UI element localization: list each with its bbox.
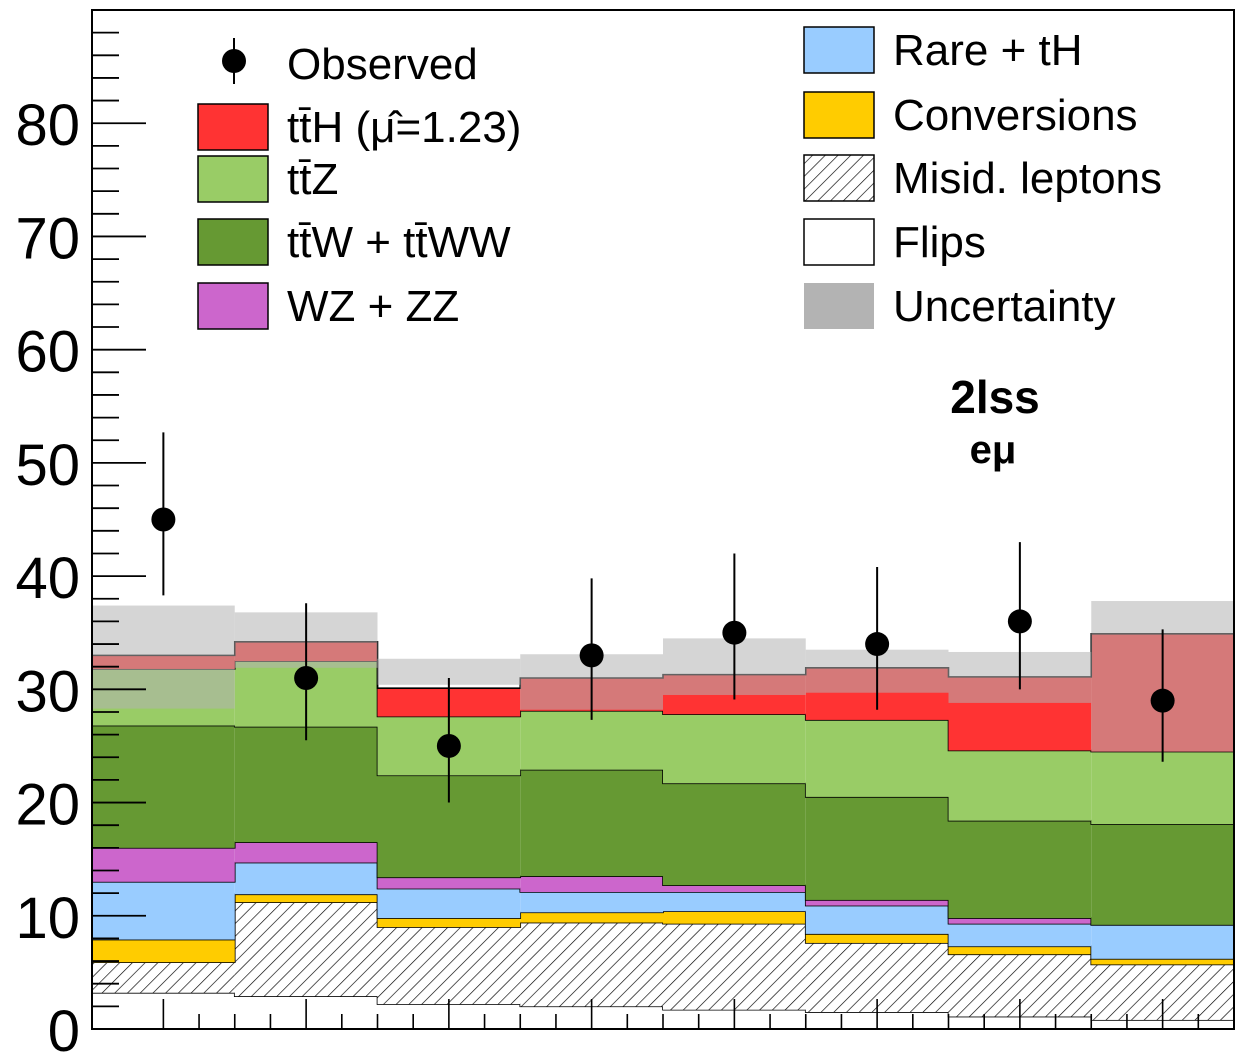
observed-point-bin-2 [294,666,319,691]
legend-rare-swatch [803,26,875,74]
bar-rare-bin-8 [1091,924,1234,959]
bar-wz-bin-1 [92,847,235,882]
bar-conversions-bin-7 [948,946,1092,955]
y-tick-label-60: 60 [15,320,80,385]
bar-wz-bin-4 [520,876,663,893]
bar-wz-bin-5 [663,885,806,893]
uncertainty-layer [92,601,1234,752]
observed-point-bin-8 [1150,688,1175,713]
bar-ttz-bin-7 [948,750,1092,821]
y-tick-label-70: 70 [15,206,80,271]
y-tick-label-50: 50 [15,433,80,498]
y-tick-label-40: 40 [15,546,80,611]
bar-wz-bin-6 [805,899,949,906]
legend-flips-swatch [803,218,875,266]
bar-ttw-bin-5 [663,783,806,886]
annotation: 2lss eμ [950,371,1040,472]
observed-layer [151,432,1175,803]
bar-ttw-bin-4 [520,769,663,877]
bar-ttw-bin-1 [92,725,235,848]
legend: Observed tt̄H (μ̂=1.23)tt̄Z tt̄W + tt̄WW WZ… [197,26,1162,331]
uncertainty-band-bin-1 [92,605,235,709]
legend-rare-label: Rare + tH [893,26,1083,75]
observed-point-bin-1 [151,507,176,532]
annotation-channel: 2lss [950,371,1040,423]
legend-misid-label: Misid. leptons [893,154,1162,203]
y-tick-label-30: 30 [15,659,80,724]
bar-ttw-bin-7 [948,820,1092,919]
observed-point-bin-6 [865,632,890,657]
bar-conversions-bin-2 [234,894,378,903]
legend-ttz-label: tt̄Z [287,155,338,204]
bar-wz-bin-7 [948,918,1092,924]
legend-observed-marker [222,49,246,73]
bar-misid-bin-5 [663,923,806,1010]
legend-uncertainty-swatch [804,283,874,329]
observed-point-bin-5 [722,620,747,645]
bar-misid-bin-1 [92,962,235,993]
bar-misid-bin-3 [377,927,521,1005]
bar-conversions-bin-4 [520,912,663,923]
bar-misid-bin-2 [234,902,378,997]
bar-conversions-bin-1 [92,939,235,963]
bar-ttz-bin-4 [520,710,663,770]
legend-conversions-label: Conversions [893,91,1138,140]
bar-rare-bin-2 [234,862,378,895]
bar-rare-bin-1 [92,881,235,940]
observed-point-bin-3 [436,733,461,758]
y-tick-label-20: 20 [15,773,80,838]
legend-misid-swatch [803,154,875,202]
bar-conversions-bin-3 [377,918,521,928]
legend-tth-swatch [197,103,269,151]
legend-ttz-swatch [197,155,269,203]
legend-ttw-label: tt̄W + tt̄WW [287,218,511,267]
y-tick-label-80: 80 [15,93,80,158]
y-tick-label-10: 10 [15,886,80,951]
bar-conversions-bin-6 [805,933,949,943]
bar-rare-bin-5 [663,892,806,912]
legend-flips-label: Flips [893,218,986,267]
legend-ttw-swatch [197,218,269,266]
bar-ttz-bin-6 [805,719,949,797]
bar-conversions-bin-8 [1091,958,1234,965]
observed-point-bin-4 [579,643,604,668]
legend-uncertainty-label: Uncertainty [893,282,1116,331]
legend-conversions-swatch [803,91,875,139]
bar-rare-bin-3 [377,888,521,919]
legend-wz-label: WZ + ZZ [287,282,459,331]
annotation-flavour: eμ [970,428,1017,472]
bar-misid-bin-4 [520,922,663,1007]
bar-ttw-bin-6 [805,796,949,900]
bar-rare-bin-4 [520,892,663,913]
bar-rare-bin-6 [805,905,949,934]
observed-point-bin-7 [1007,609,1032,634]
bar-ttw-bin-2 [234,726,378,843]
axis-layer: 0 10 20 30 40 50 60 70 80 [15,9,1235,1060]
legend-wz-swatch [197,282,269,330]
bar-rare-bin-7 [948,923,1092,947]
legend-tth-label: tt̄H (μ̂=1.23) [287,103,521,152]
bar-conversions-bin-5 [663,911,806,924]
bar-wz-bin-3 [377,877,521,889]
bar-ttz-bin-8 [1091,751,1234,825]
bar-ttz-bin-5 [663,714,806,784]
bar-ttw-bin-8 [1091,824,1234,925]
y-tick-label-0: 0 [48,999,80,1055]
bar-wz-bin-2 [234,842,378,863]
legend-observed-label: Observed [287,40,478,89]
